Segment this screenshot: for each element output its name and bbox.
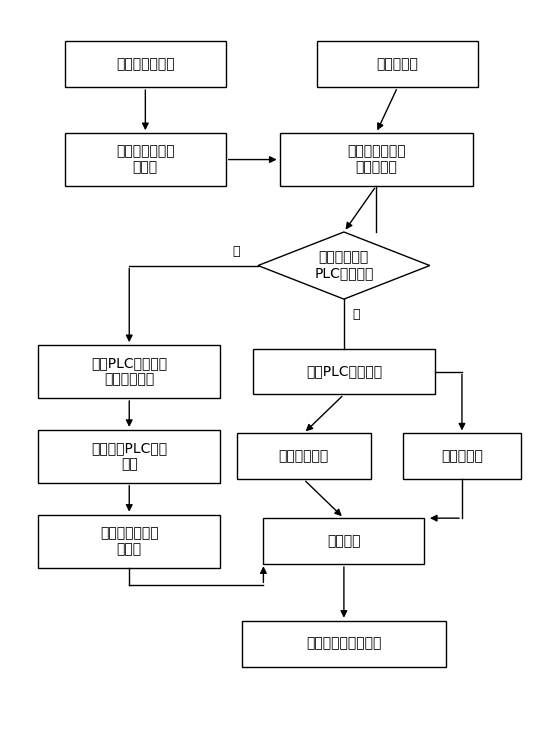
Text: 选择启动无线通
讯模块: 选择启动无线通 讯模块: [116, 144, 174, 174]
Bar: [242, 620, 446, 667]
Bar: [403, 434, 521, 479]
Bar: [317, 41, 478, 87]
Text: 控制无线通讯模
块拨号连接: 控制无线通讯模 块拨号连接: [347, 144, 405, 174]
Text: 否: 否: [352, 308, 359, 321]
Text: 是: 是: [233, 246, 240, 258]
Text: 判断是否调整
PLC装药参数: 判断是否调整 PLC装药参数: [314, 250, 373, 280]
Bar: [38, 514, 220, 567]
Text: 写入车载装药控
制系统: 写入车载装药控 制系统: [100, 526, 159, 556]
Bar: [38, 430, 220, 483]
Bar: [65, 133, 226, 186]
Bar: [236, 434, 371, 479]
Text: 主板初始化: 主板初始化: [377, 57, 419, 71]
Bar: [263, 518, 424, 564]
Text: 制药结束关闭摄像头: 制药结束关闭摄像头: [306, 637, 382, 651]
Bar: [38, 345, 220, 398]
Text: 启动摄像头: 启动摄像头: [441, 449, 483, 464]
Bar: [280, 133, 473, 186]
Text: 主板更新PLC装药
参数: 主板更新PLC装药 参数: [91, 441, 167, 472]
Polygon shape: [258, 232, 430, 299]
Text: 微控制器初始化: 微控制器初始化: [116, 57, 174, 71]
Text: 开始制药: 开始制药: [327, 534, 361, 548]
Text: 读取PLC装药参数: 读取PLC装药参数: [306, 364, 382, 378]
Text: 生成工程文件: 生成工程文件: [278, 449, 329, 464]
Bar: [253, 349, 435, 394]
Bar: [65, 41, 226, 87]
Text: 发送PLC装药参数
命令包给主板: 发送PLC装药参数 命令包给主板: [91, 356, 167, 386]
